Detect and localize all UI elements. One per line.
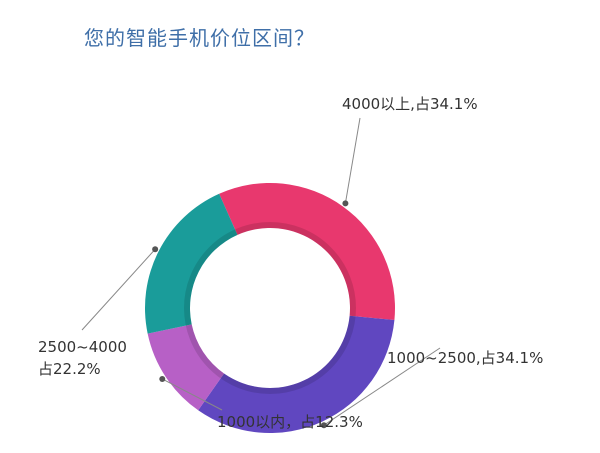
- slice-1000-2500: [198, 315, 395, 434]
- slice-label-2500-4000-range: 2500~4000: [38, 338, 127, 356]
- chart-title: 您的智能手机价位区间？: [84, 26, 315, 50]
- callout-dot-1: [320, 422, 327, 429]
- callout-dot-0: [342, 200, 349, 207]
- callout-line-1: [323, 347, 441, 426]
- callout-line-3: [81, 248, 156, 331]
- callout-dot-2: [159, 375, 166, 382]
- slice-over-4000: [219, 182, 396, 321]
- inner-ring-shadow: [184, 222, 356, 394]
- callout-line-2: [162, 378, 223, 411]
- slice-under-1000: [147, 324, 225, 411]
- slice-label-2500-4000-share: 占22.2%: [38, 360, 101, 378]
- donut-slices: [145, 182, 396, 434]
- callouts: [81, 117, 441, 429]
- slice-label-under-1000: 1000以内，占12.3%: [217, 413, 363, 431]
- slice-2500-4000: [145, 193, 238, 334]
- slice-label-over-4000: 4000以上,占34.1%: [342, 95, 478, 113]
- slice-label-1000-2500: 1000~2500,占34.1%: [387, 349, 543, 367]
- callout-line-0: [344, 117, 361, 204]
- callout-dot-3: [152, 246, 159, 253]
